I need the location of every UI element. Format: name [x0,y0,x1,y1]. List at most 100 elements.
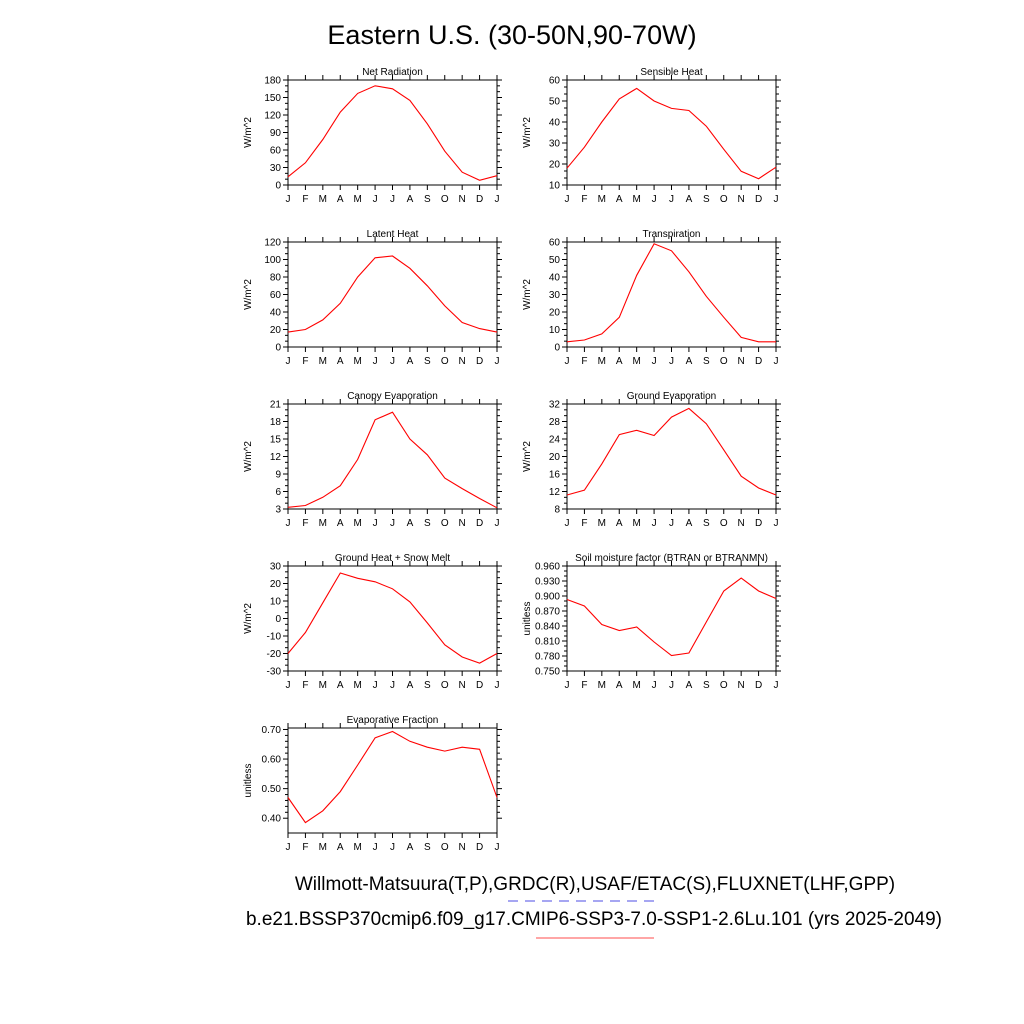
y-tick-label: 30 [549,290,561,301]
x-tick-label: F [302,518,308,529]
y-tick-label: 0.870 [535,607,560,618]
x-tick-label: O [441,356,449,367]
y-tick-label: 3 [275,505,281,516]
series-line [287,85,498,181]
y-tick-label: 0 [275,181,281,192]
x-tick-label: A [686,518,693,529]
x-tick-label: J [565,680,570,691]
x-tick-label: J [652,680,657,691]
y-tick-label: 40 [549,273,561,284]
x-tick-label: D [755,518,762,529]
x-tick-label: O [720,356,728,367]
series-line [566,243,776,343]
x-tick-label: M [319,356,327,367]
y-tick-label: 18 [270,417,282,428]
x-tick-label: A [616,194,623,205]
plot-frame [566,403,777,510]
x-tick-label: J [669,194,674,205]
x-tick-label: S [424,356,431,367]
y-tick-label: 180 [264,76,281,87]
series-line [566,407,777,496]
x-tick-label: J [373,194,378,205]
y-tick-label: -30 [267,667,282,678]
y-tick-label: 0.750 [535,667,560,678]
x-tick-label: A [616,680,623,691]
x-tick-label: S [424,680,431,691]
y-tick-label: 20 [270,325,282,336]
series-line [287,411,498,509]
series-line [287,730,498,824]
y-tick-label: 20 [549,308,561,319]
x-tick-label: D [476,842,483,853]
y-tick-label: 60 [270,146,282,157]
x-tick-label: O [441,842,449,853]
y-tick-label: 50 [549,97,561,108]
y-tick-label: 0.40 [262,814,282,825]
x-tick-label: M [319,518,327,529]
y-tick-label: 60 [549,238,561,249]
y-tick-label: 0.50 [262,784,282,795]
panel-6: Ground Heat + Snow Melt W/m^2 -30 -20 -10 0 10… [243,553,502,691]
x-tick-label: J [774,518,779,529]
y-tick-label: 21 [270,400,282,411]
figure-title: Eastern U.S. (30-50N,90-70W) [327,20,696,50]
x-tick-label: J [652,194,657,205]
panel-title: Soil moisture factor (BTRAN or BTRANMN) [575,553,768,564]
y-tick-label: 0.900 [535,592,560,603]
y-axis-label: unitless [522,602,533,636]
x-tick-label: F [302,680,308,691]
x-tick-label: N [738,518,745,529]
x-tick-label: O [720,194,728,205]
panel-title: Net Radiation [362,67,423,78]
x-tick-label: D [476,680,483,691]
panel-title: Sensible Heat [640,67,702,78]
x-tick-label: M [632,194,640,205]
x-tick-label: J [652,356,657,367]
x-tick-label: J [565,518,570,529]
panel-8: Evaporative Fraction unitless 0.40 0.50 0.60… [243,715,502,853]
y-tick-label: 10 [549,181,561,192]
y-tick-label: 12 [549,487,561,498]
y-tick-label: 60 [549,76,561,87]
plot-frame [287,241,498,348]
x-tick-label: D [476,356,483,367]
x-tick-label: O [441,680,449,691]
x-tick-label: J [373,356,378,367]
y-tick-label: 10 [549,325,561,336]
y-tick-label: 0.780 [535,652,560,663]
y-tick-label: 0.960 [535,562,560,573]
panel-title: Transpiration [643,229,701,240]
x-tick-label: S [703,680,710,691]
y-tick-label: 0.60 [262,755,282,766]
x-tick-label: S [703,194,710,205]
y-tick-label: 100 [264,255,281,266]
x-tick-label: J [774,680,779,691]
y-tick-label: 30 [270,562,282,573]
y-tick-label: 40 [549,118,561,129]
panel-title: Evaporative Fraction [347,715,439,726]
plot-frame [566,241,777,348]
y-axis-label: W/m^2 [243,603,254,634]
y-tick-label: 20 [549,160,561,171]
x-tick-label: M [319,194,327,205]
plot-frame [287,79,498,186]
x-tick-label: J [286,356,291,367]
x-tick-label: N [459,680,466,691]
y-tick-label: 12 [270,452,282,463]
y-tick-label: 0.70 [262,725,282,736]
x-tick-label: D [755,680,762,691]
x-tick-label: J [495,194,500,205]
y-axis-label: W/m^2 [243,441,254,472]
x-tick-label: D [476,518,483,529]
x-tick-label: J [652,518,657,529]
panel-title: Canopy Evaporation [347,391,438,402]
x-tick-label: N [459,518,466,529]
x-tick-label: J [495,680,500,691]
y-tick-label: 0.930 [535,577,560,588]
panel-title: Latent Heat [367,229,419,240]
plot-frame [287,727,498,834]
x-tick-label: S [703,356,710,367]
x-tick-label: M [319,680,327,691]
